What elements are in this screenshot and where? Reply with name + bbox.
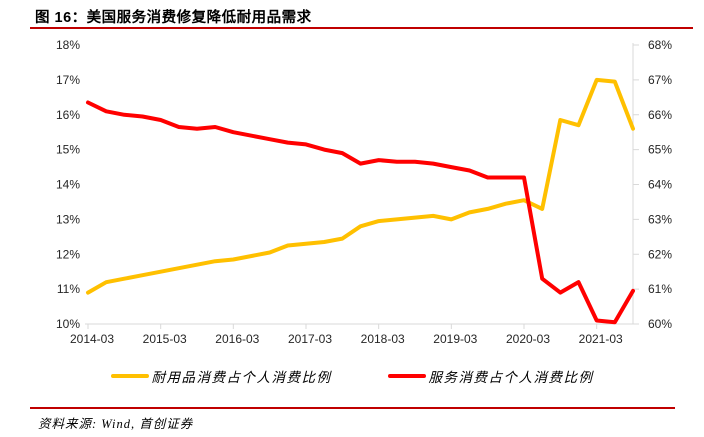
series-line-1 [86,100,635,325]
left-axis-tick-label: 14% [56,178,80,192]
legend-item-durables: 耐用品消费占个人消费比例 [110,366,332,386]
x-axis-tick-label: 2014-03 [70,332,114,346]
footer-rule [30,407,675,409]
left-axis-tick-label: 16% [56,108,80,122]
source-note: 资料来源: Wind, 首创证券 [38,417,194,431]
left-axis-tick-label: 13% [56,212,80,226]
x-axis-tick-label: 2019-03 [433,332,477,346]
x-axis-tick-label: 2018-03 [361,332,405,346]
right-axis-tick-label: 65% [648,143,672,157]
left-axis-tick-label: 10% [56,317,80,331]
right-axis-tick-label: 62% [648,247,672,261]
right-axis-tick-label: 64% [648,178,672,192]
right-axis-tick-label: 68% [648,38,672,52]
chart-legend: 耐用品消费占个人消费比例 服务消费占个人消费比例 [0,366,704,386]
right-axis-tick-label: 63% [648,212,672,226]
x-axis-tick-label: 2017-03 [288,332,332,346]
series-line-0 [86,77,635,295]
services-legend-label: 服务消费占个人消费比例 [428,370,594,385]
x-axis-tick-label: 2016-03 [215,332,259,346]
left-axis-tick-label: 15% [56,143,80,157]
right-axis-tick-label: 66% [648,108,672,122]
title-underline-rule [30,27,693,29]
line-chart: 18% 17% 16% 15% 14% 13% 12% 11% 10% 68% 67% 66% 65% 6… [56,38,672,346]
right-axis-tick-label: 60% [648,317,672,331]
durables-legend-label: 耐用品消费占个人消费比例 [151,370,332,385]
left-axis-tick-label: 11% [57,282,80,296]
x-axis-tick-label: 2021-03 [579,332,623,346]
services-legend-swatch [387,374,426,378]
chart-title: 图 16：美国服务消费修复降低耐用品需求 [35,10,312,26]
right-axis-tick-label: 61% [648,282,672,296]
legend-item-services: 服务消费占个人消费比例 [387,366,594,386]
right-axis-tick-label: 67% [648,73,672,87]
left-axis-tick-label: 18% [56,38,80,52]
left-axis-tick-label: 17% [56,73,80,87]
left-axis-tick-label: 12% [56,247,80,261]
durables-legend-swatch [110,374,149,378]
x-axis-tick-label: 2015-03 [143,332,187,346]
x-axis-tick-label: 2020-03 [506,332,550,346]
